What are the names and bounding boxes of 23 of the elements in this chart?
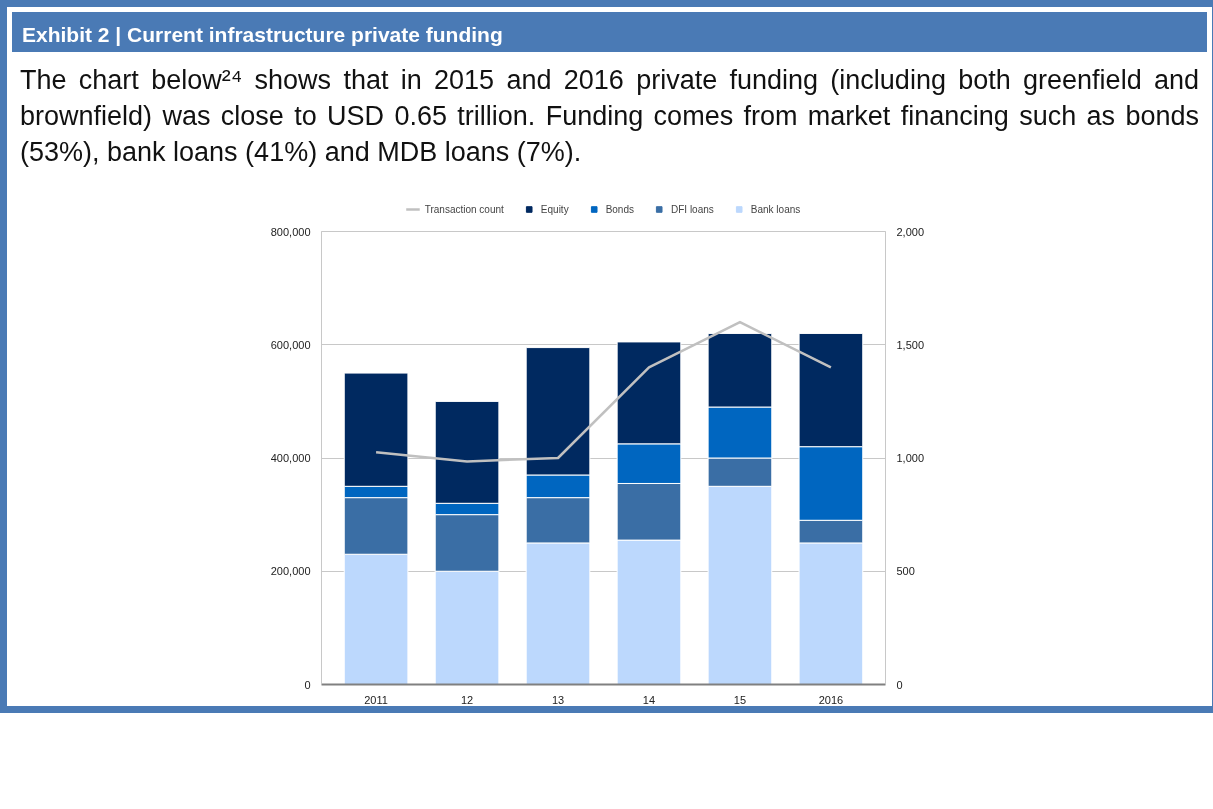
y2-tick-label: 500 — [896, 565, 915, 578]
y2-tick-label: 0 — [896, 678, 903, 691]
legend-label: Equity — [540, 203, 569, 215]
x-tick-label: 12 — [460, 693, 474, 706]
y-tick-label: 200,000 — [270, 565, 311, 578]
chart-subtitle: The chart below²⁴ shows that in 2015 and 2016 private funding (including both greenfield and brownfield) was close to USD 0.65 trillion. Funding comes from market financing such as bonds (53%), bank loans (41%) and MDB loans (7%). — [20, 64, 1199, 169]
x-tick-label: 14 — [642, 693, 656, 706]
x-tick-label: 2016 — [818, 693, 844, 706]
y2-tick-label: 2,000 — [896, 225, 925, 238]
y-tick-label: 600,000 — [270, 338, 311, 351]
legend-label: Transaction count — [424, 203, 504, 215]
legend-label: Bonds — [605, 203, 634, 215]
legend-label: Bank loans — [750, 203, 801, 215]
legend-label: DFI loans — [671, 203, 714, 215]
y2-tick-label: 1,500 — [896, 338, 925, 351]
y-tick-label: 0 — [304, 678, 311, 691]
y2-tick-label: 1,000 — [896, 452, 925, 464]
x-tick-label: 15 — [733, 693, 747, 706]
chart-title: Exhibit 2 | Current infrastructure private funding — [22, 22, 503, 48]
y-tick-label: 800,000 — [270, 225, 311, 238]
x-tick-label: 13 — [551, 693, 565, 706]
x-tick-label: 2011 — [364, 693, 388, 706]
y-tick-label: 400,000 — [270, 452, 311, 464]
